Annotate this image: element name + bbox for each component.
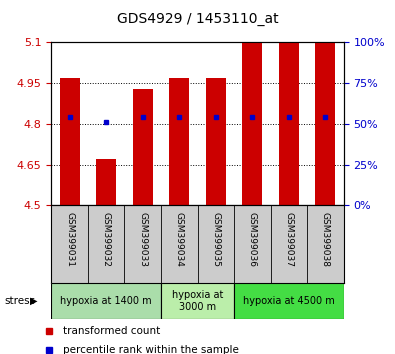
Bar xyxy=(242,42,262,205)
Text: hypoxia at 1400 m: hypoxia at 1400 m xyxy=(60,296,152,306)
Text: hypoxia at 4500 m: hypoxia at 4500 m xyxy=(243,296,335,306)
Bar xyxy=(161,283,234,319)
Text: GSM399036: GSM399036 xyxy=(248,212,257,267)
Text: GSM399034: GSM399034 xyxy=(175,212,184,267)
Bar xyxy=(169,78,189,205)
Bar xyxy=(60,78,80,205)
Text: percentile rank within the sample: percentile rank within the sample xyxy=(63,346,239,354)
Text: GSM399032: GSM399032 xyxy=(102,212,111,267)
Text: GSM399031: GSM399031 xyxy=(65,212,74,267)
Bar xyxy=(96,159,116,205)
Text: GSM399038: GSM399038 xyxy=(321,212,330,267)
Text: GSM399037: GSM399037 xyxy=(284,212,293,267)
Text: transformed count: transformed count xyxy=(63,326,160,336)
Bar xyxy=(279,42,299,205)
Bar xyxy=(315,42,335,205)
Bar xyxy=(206,78,226,205)
Bar xyxy=(234,283,344,319)
Text: GSM399035: GSM399035 xyxy=(211,212,220,267)
Bar xyxy=(51,283,161,319)
Text: stress: stress xyxy=(4,296,35,306)
Text: hypoxia at
3000 m: hypoxia at 3000 m xyxy=(172,290,223,312)
Text: GSM399033: GSM399033 xyxy=(138,212,147,267)
Text: GDS4929 / 1453110_at: GDS4929 / 1453110_at xyxy=(117,12,278,27)
Bar xyxy=(133,88,153,205)
Text: ▶: ▶ xyxy=(30,296,37,306)
